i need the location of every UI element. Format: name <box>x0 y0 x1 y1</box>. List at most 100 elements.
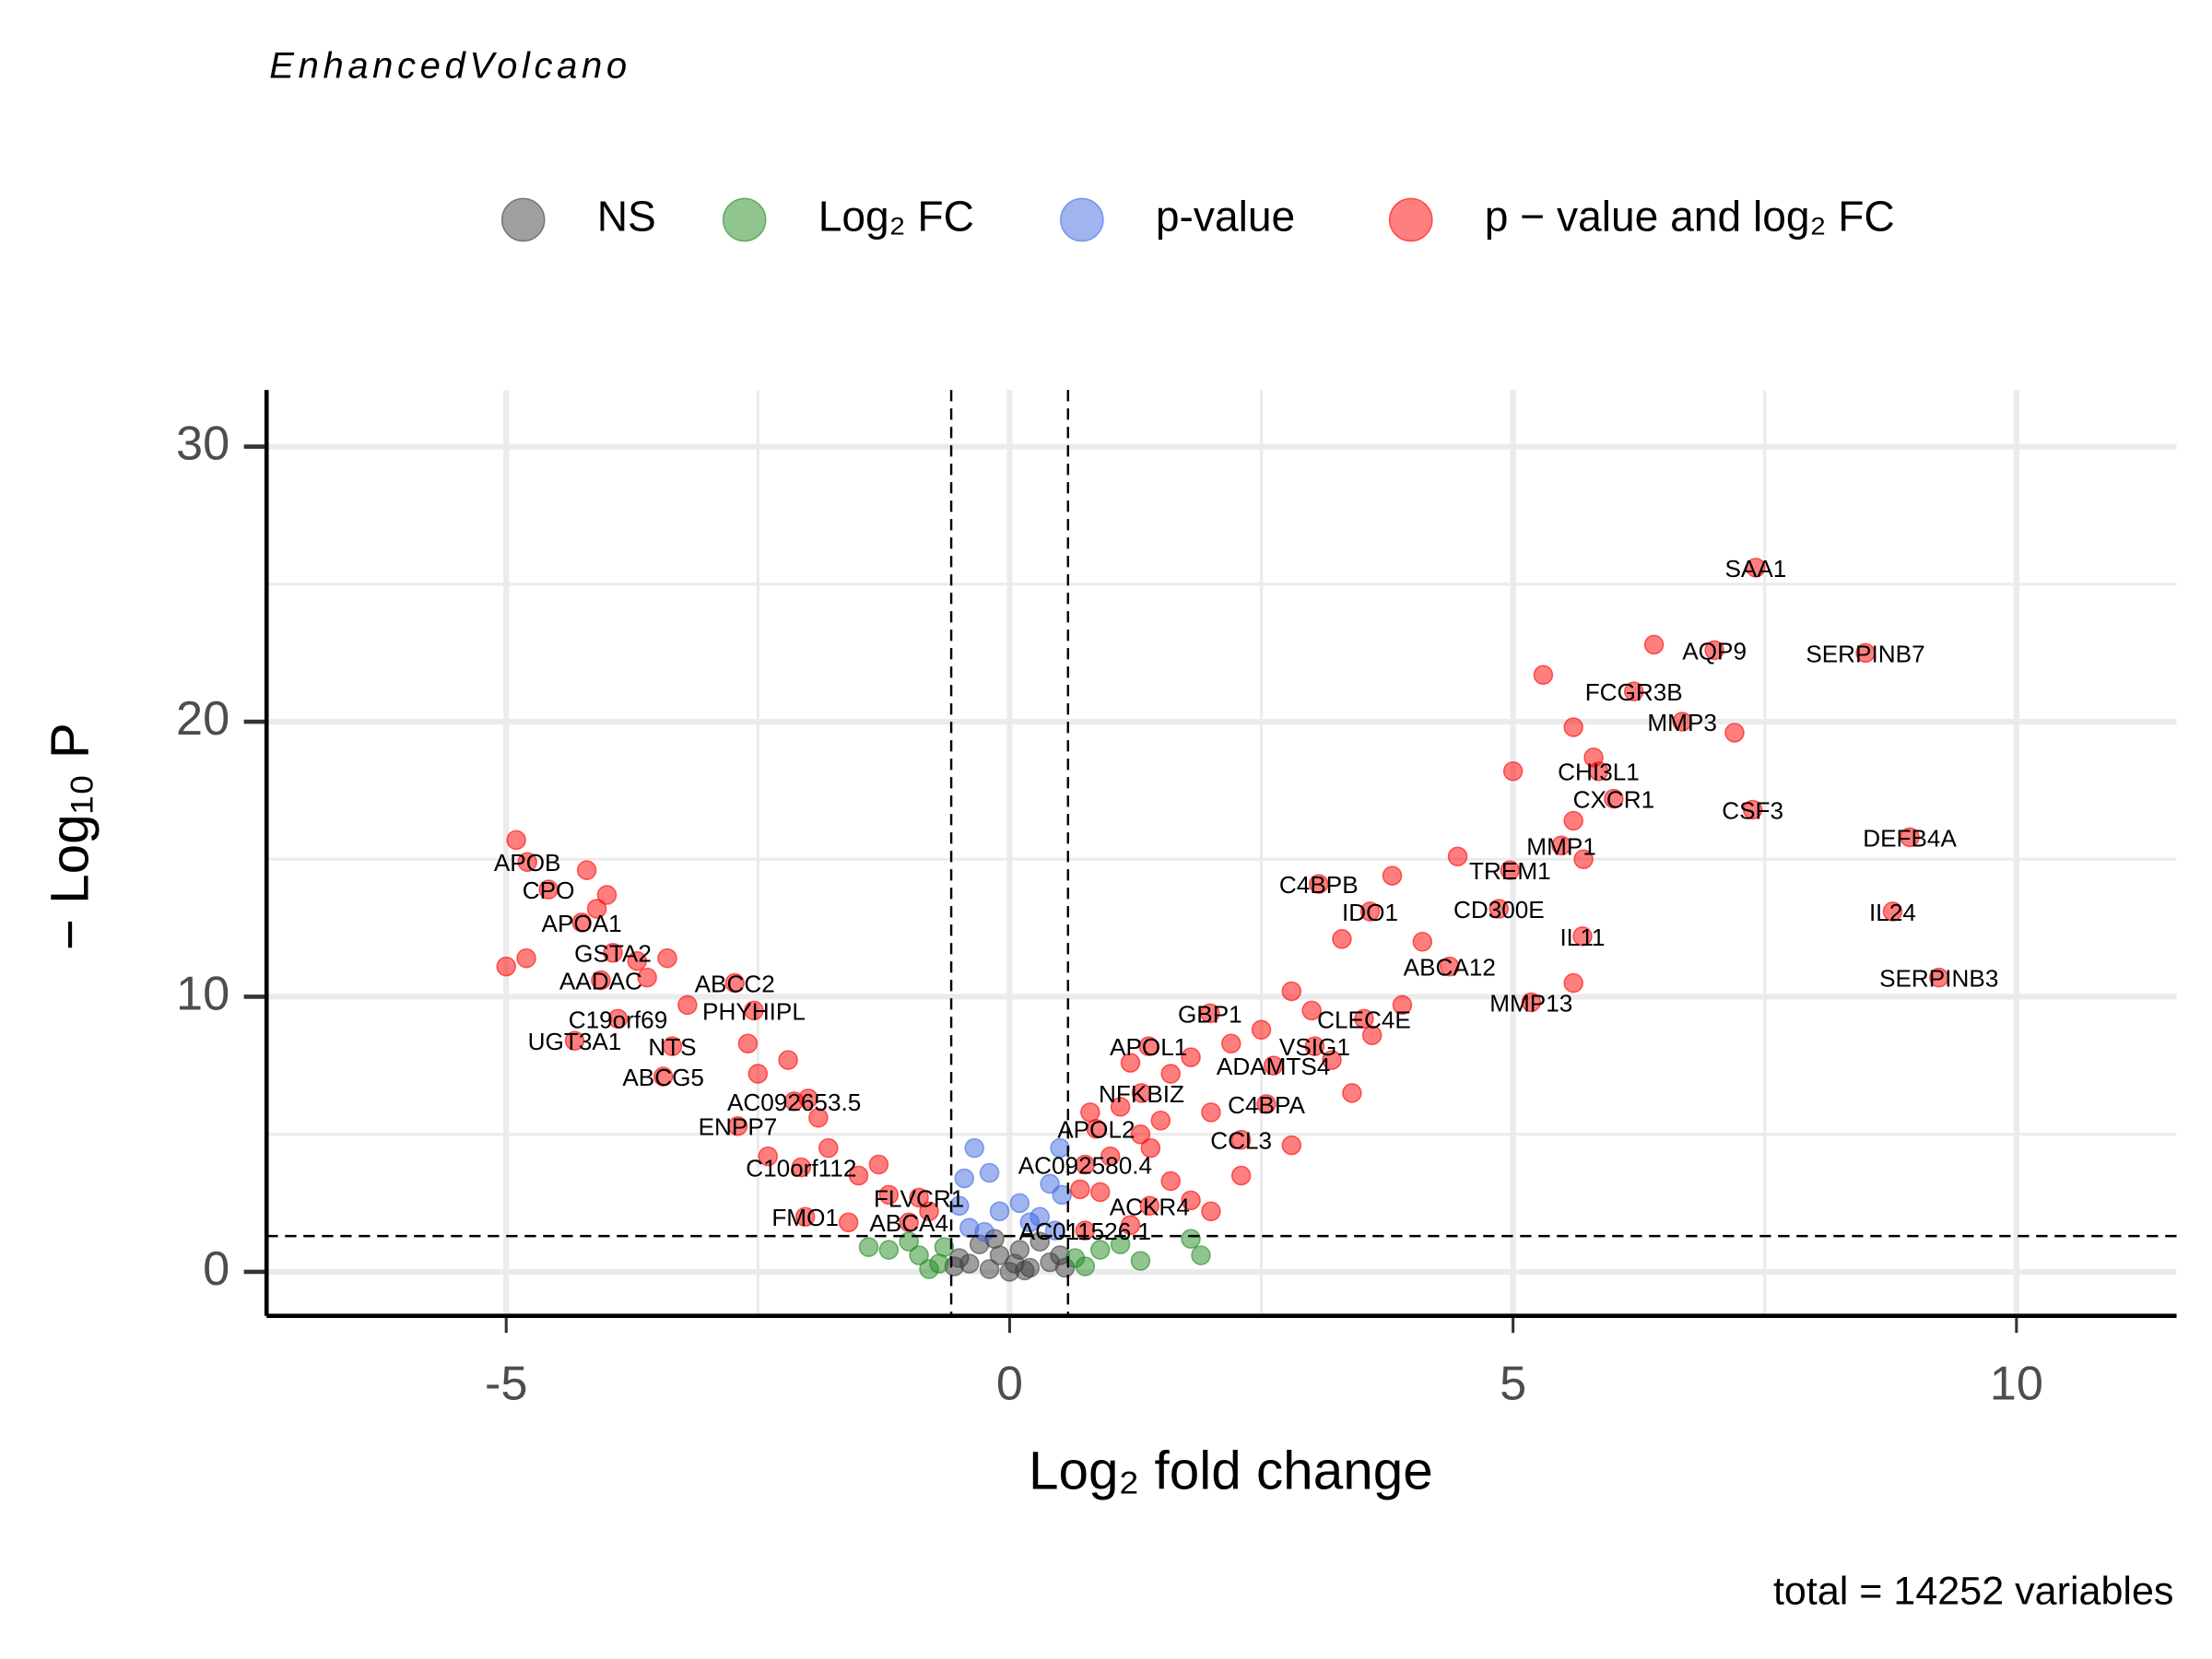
data-point <box>1502 760 1524 782</box>
data-point <box>1412 932 1433 952</box>
legend-swatch <box>1388 197 1433 242</box>
data-point <box>791 1157 812 1178</box>
data-point <box>496 956 516 977</box>
data-point <box>1160 1064 1181 1084</box>
data-point <box>1573 849 1594 870</box>
data-point <box>808 1108 829 1128</box>
data-point <box>576 860 597 880</box>
point-label: C19orf69 <box>569 1006 668 1033</box>
data-point <box>603 942 623 963</box>
data-point <box>1354 1008 1374 1030</box>
point-label: TREM1 <box>1469 857 1551 885</box>
data-point <box>1160 1171 1181 1192</box>
x-tick-label: 0 <box>996 1357 1023 1410</box>
data-point <box>1309 874 1329 894</box>
point-label: DEFB4A <box>1863 824 1957 852</box>
data-point <box>1382 865 1403 886</box>
point-label: C4BPB <box>1279 871 1359 899</box>
data-point <box>1572 926 1593 947</box>
point-label: IDO1 <box>1342 899 1398 926</box>
data-point <box>1181 1229 1201 1249</box>
data-point <box>1075 1256 1096 1277</box>
data-point <box>1089 1182 1111 1203</box>
data-point <box>798 1088 818 1109</box>
data-point <box>591 970 611 991</box>
data-point <box>1563 810 1583 831</box>
point-label: APOL1 <box>1110 1033 1187 1061</box>
legend-label: p-value <box>1156 193 1295 241</box>
data-point <box>1440 956 1460 977</box>
data-point <box>637 967 657 988</box>
data-point <box>1447 846 1468 867</box>
data-point <box>1139 1195 1160 1217</box>
data-point <box>538 879 559 900</box>
x-tick-label: 5 <box>1500 1357 1526 1410</box>
data-point <box>727 1115 748 1136</box>
point-label: ABCC2 <box>695 971 775 998</box>
data-point <box>1130 1251 1151 1271</box>
chart-title: EnhancedVolcano <box>269 45 630 86</box>
data-point <box>1332 929 1352 949</box>
y-tick-label: 20 <box>176 692 229 746</box>
data-point <box>653 1066 674 1087</box>
point-label: ENPP7 <box>699 1113 778 1141</box>
point-label: ABCA12 <box>1404 954 1496 982</box>
point-label: SERPINB3 <box>1879 965 1998 993</box>
point-label: CHI3L1 <box>1558 759 1640 786</box>
data-point <box>1201 1102 1221 1123</box>
data-point <box>1742 799 1763 820</box>
data-point <box>794 1206 816 1228</box>
data-point <box>1563 717 1583 737</box>
point-label: FCGR3B <box>1585 678 1683 706</box>
point-label: APOA1 <box>542 910 622 937</box>
data-point <box>662 1036 683 1056</box>
data-point <box>607 1008 629 1030</box>
data-point <box>1181 1190 1201 1211</box>
data-point <box>848 1165 869 1186</box>
data-point <box>1138 1036 1159 1056</box>
data-point <box>1704 640 1724 661</box>
data-point <box>564 1030 585 1052</box>
data-point <box>1009 1193 1030 1214</box>
point-label: CD300E <box>1453 896 1545 924</box>
data-point <box>657 947 677 969</box>
point-label: C10orf112 <box>746 1155 856 1182</box>
data-point <box>949 1195 970 1217</box>
point-label: ADAMTS4 <box>1217 1053 1330 1080</box>
data-point <box>818 1137 839 1159</box>
data-point <box>1015 1260 1035 1281</box>
data-point <box>1604 788 1624 809</box>
data-point <box>677 994 698 1016</box>
data-point <box>934 1237 955 1257</box>
point-label: MMP3 <box>1647 709 1717 736</box>
point-label: NTS <box>648 1033 696 1061</box>
data-point <box>964 1137 984 1159</box>
data-point <box>919 1201 939 1222</box>
data-point <box>979 1162 1000 1183</box>
data-point <box>1281 981 1302 1002</box>
point-label: AC092653.5 <box>727 1088 861 1116</box>
point-label: AC011526.1 <box>1019 1218 1151 1245</box>
point-label: VSIG1 <box>1279 1033 1350 1061</box>
point-label: FMO1 <box>771 1204 839 1231</box>
data-point <box>1120 1215 1141 1235</box>
point-label: CPO <box>523 877 575 904</box>
data-point <box>506 830 526 851</box>
legend-swatch <box>1060 197 1104 242</box>
point-label: CXCR1 <box>1573 786 1655 814</box>
data-point <box>1301 1000 1322 1021</box>
data-point <box>954 1168 975 1189</box>
data-point <box>758 1146 779 1167</box>
point-label: C4BPA <box>1228 1091 1305 1119</box>
data-point <box>1050 1137 1070 1159</box>
data-point <box>1672 712 1692 732</box>
point-label: IL24 <box>1869 899 1916 926</box>
data-point <box>1583 747 1604 768</box>
data-point <box>1200 1003 1220 1024</box>
point-label: AADAC <box>559 968 642 995</box>
legend-label: p − value and log₂ FC <box>1485 193 1895 241</box>
data-point <box>878 1240 900 1260</box>
data-point <box>974 1221 994 1242</box>
data-point <box>1551 835 1571 856</box>
point-label: ACKR4 <box>1110 1193 1190 1220</box>
